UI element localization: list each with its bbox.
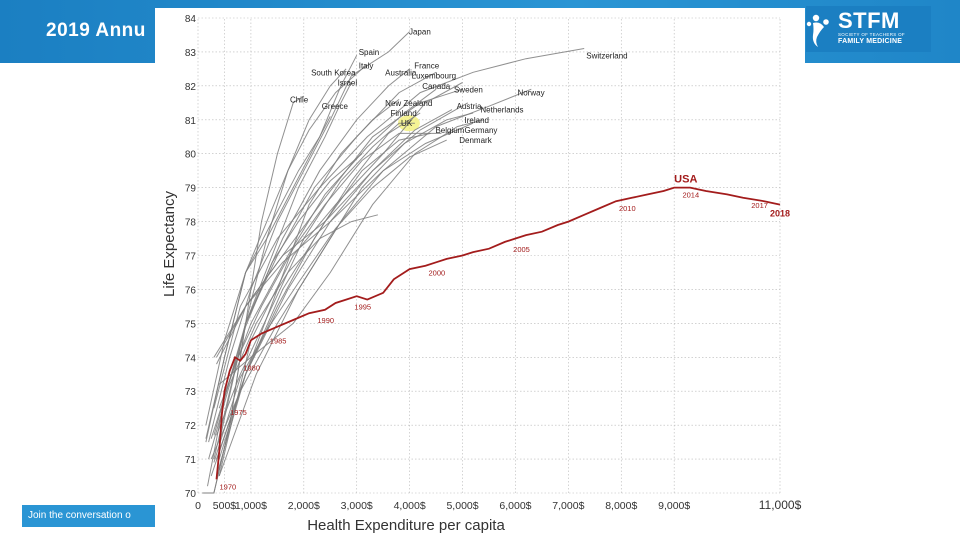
y-tick-label: 77 (185, 252, 197, 263)
y-tick-label: 72 (185, 421, 197, 432)
series-line (208, 65, 368, 443)
usa-label: USA (674, 174, 697, 186)
country-label: Japan (409, 28, 431, 37)
year-label: 1995 (354, 303, 371, 312)
x-tick-label: 5,000$ (446, 500, 478, 512)
y-tick-label: 84 (185, 14, 197, 25)
y-tick-label: 75 (185, 319, 197, 330)
year-label: 2014 (682, 191, 699, 200)
series-line (213, 139, 447, 463)
x-tick-label: 500$ (213, 500, 237, 512)
x-tick-label: 0 (195, 500, 201, 512)
country-label: Israel (338, 78, 358, 87)
y-tick-label: 70 (185, 489, 197, 500)
country-label: Denmark (459, 136, 492, 145)
year-label: 2005 (513, 245, 530, 254)
y-tick-label: 71 (185, 455, 197, 466)
x-tick-label: 2,000$ (288, 500, 320, 512)
year-label: 2017 (751, 201, 768, 210)
series-line (205, 116, 331, 443)
series-line (210, 132, 442, 439)
y-tick-label: 79 (185, 184, 197, 195)
x-tick-label: 4,000$ (394, 500, 426, 512)
country-label: Netherlands (480, 106, 523, 115)
country-label: Ireland (465, 116, 489, 125)
country-label: Sweden (454, 85, 483, 94)
x-tick-label: 9,000$ (658, 500, 690, 512)
country-label: Norway (517, 89, 544, 98)
country-label: Australia (385, 68, 417, 77)
series-line (218, 119, 484, 385)
country-label: Italy (359, 62, 374, 71)
x-axis-label: Health Expenditure per capita (307, 517, 505, 534)
year-label: 2010 (619, 204, 636, 213)
country-labels: Japan Spain Switzerland Italy France South Ko… (290, 28, 628, 146)
series-line (216, 122, 415, 436)
life-expectancy-chart: 70 71 72 73 74 75 76 77 78 79 80 81 82 83 84 0 500$1,00… (161, 14, 802, 534)
y-tick-label: 76 (185, 285, 197, 296)
country-label: UK (401, 119, 413, 128)
series-line (208, 214, 379, 460)
country-label: Germany (465, 126, 498, 135)
year-label: 2000 (429, 269, 446, 278)
year-label: 1975 (230, 408, 247, 417)
y-tick-label: 82 (185, 82, 197, 93)
y-tick-label: 80 (185, 150, 197, 161)
footer-text: Join the conversation o (28, 510, 131, 521)
country-label: France (414, 62, 439, 71)
country-label: Canada (422, 82, 451, 91)
y-tick-label: 78 (185, 218, 197, 229)
year-label: 1990 (317, 316, 334, 325)
country-label: South Korea (311, 68, 356, 77)
y-tick-label: 81 (185, 116, 197, 127)
y-axis-label: Life Expectancy (161, 191, 178, 297)
series-line (210, 112, 474, 460)
slide-title: 2019 Annu (46, 20, 146, 41)
chart-panel: 70 71 72 73 74 75 76 77 78 79 80 81 82 83 84 0 500$ 1,00… (155, 8, 805, 538)
x-tick-label: 11,000$ (759, 498, 802, 512)
series-line (203, 95, 305, 494)
country-label: Belgium (435, 126, 464, 135)
series-line (205, 55, 358, 426)
country-label: Luxembourg (412, 72, 456, 81)
logo-name: STFM (838, 8, 900, 33)
country-label: Greece (322, 102, 349, 111)
y-tick-label: 73 (185, 387, 197, 398)
country-label: Spain (359, 48, 379, 57)
x-tick-label: 6,000$ (499, 500, 531, 512)
series-lines (202, 31, 781, 494)
year-label: 1970 (220, 482, 237, 491)
usa-year-labels: USA 1970 1975 1980 1985 1990 1995 2000 2005 2010 2… (220, 174, 791, 492)
series-line (218, 122, 474, 477)
chart-grid (197, 17, 781, 494)
series-line (213, 48, 585, 409)
year-label: 2018 (770, 209, 790, 219)
logo-text: STFM SOCIETY OF TEACHERS OF FAMILY MEDIC… (838, 10, 905, 46)
y-tick-label: 83 (185, 48, 197, 59)
x-tick-label: 3,000$ (341, 500, 373, 512)
stfm-logo: STFM SOCIETY OF TEACHERS OF FAMILY MEDIC… (806, 6, 931, 52)
country-label: Austria (457, 102, 482, 111)
year-label: 1980 (243, 364, 260, 373)
country-label: Chile (290, 95, 309, 104)
series-line (216, 132, 431, 460)
footer-band: Join the conversation o (22, 505, 172, 527)
x-tick-label: 7,000$ (552, 500, 584, 512)
country-label: Switzerland (586, 51, 627, 60)
y-tick-labels: 70 71 72 73 74 75 76 77 78 79 80 81 82 83 84 (185, 14, 197, 500)
logo-sub2: FAMILY MEDICINE (838, 37, 903, 45)
x-tick-labels: 0 500$1,000$ 2,000$ 3,000$ 4,000$ 5,000$ 6,000… (195, 498, 801, 512)
x-tick-label: 1,000$ (235, 500, 267, 512)
country-label: New Zealand (385, 99, 432, 108)
x-tick-label: 8,000$ (605, 500, 637, 512)
series-line (218, 88, 437, 409)
country-label: Finland (390, 109, 416, 118)
year-label: 1985 (270, 337, 287, 346)
stfm-figure-icon (806, 14, 829, 47)
y-tick-label: 74 (185, 353, 197, 364)
logo-sub1: SOCIETY OF TEACHERS OF (838, 32, 905, 37)
series-line-usa (215, 186, 781, 480)
